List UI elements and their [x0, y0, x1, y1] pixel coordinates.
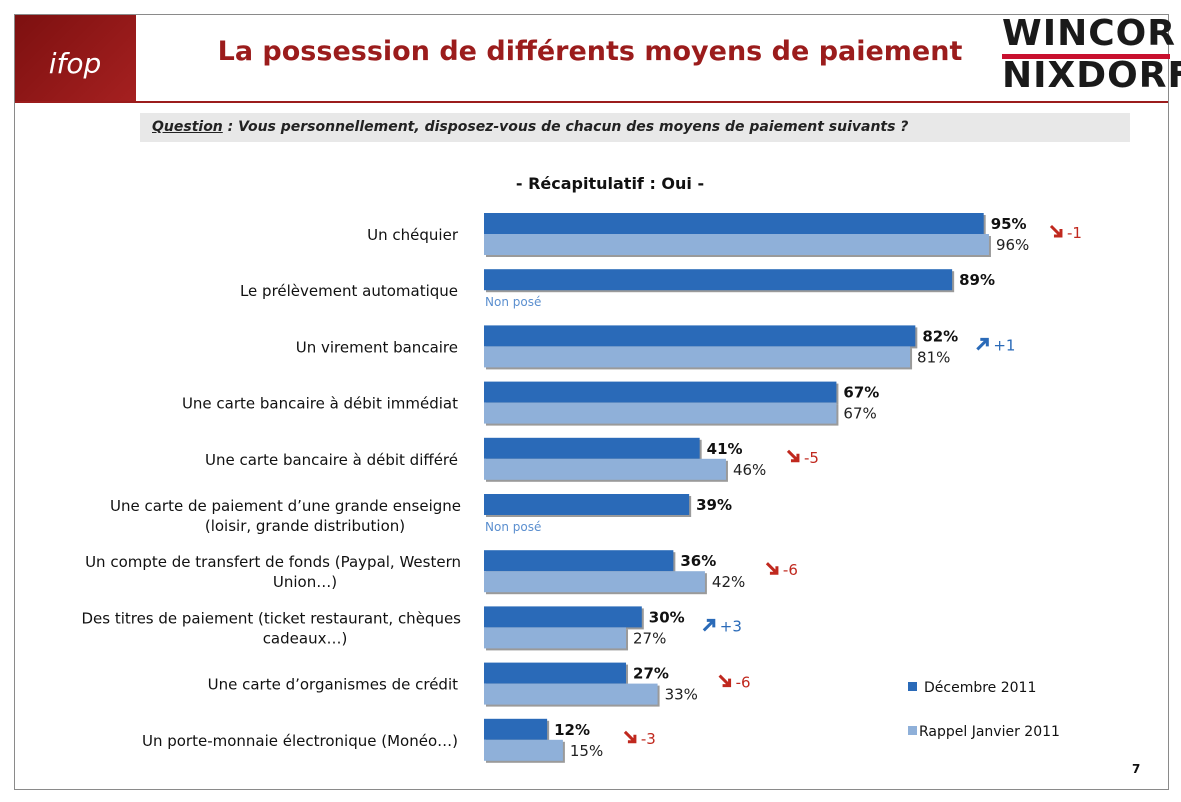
arrow-down-icon [765, 562, 779, 575]
category-label: Un compte de transfert de fonds (Paypal,… [85, 553, 461, 571]
value-label-decembre-2011: 89% [959, 271, 995, 289]
bar-decembre-2011 [484, 662, 627, 684]
category-label: Une carte bancaire à débit différé [205, 451, 458, 469]
logo-line-1: WINCOR [1002, 13, 1176, 54]
ifop-logo-text: ifop [49, 47, 102, 80]
arrow-down-icon [1049, 224, 1063, 238]
change-label: -3 [641, 730, 656, 748]
bar-rappel-janvier-2011 [484, 458, 726, 480]
change-label: -1 [1067, 224, 1082, 242]
bar-rappel-janvier-2011 [484, 739, 563, 761]
question-text: : Vous personnellement, disposez-vous de… [222, 119, 909, 135]
bar-decembre-2011 [484, 718, 548, 740]
page-title: La possession de différents moyens de pa… [217, 36, 963, 67]
bar-decembre-2011 [484, 325, 916, 347]
value-label-rappel-janvier-2011: 33% [665, 686, 698, 704]
category-label: cadeaux…) [263, 629, 348, 647]
bar-rappel-janvier-2011 [484, 402, 837, 424]
page-number: 7 [1132, 762, 1141, 776]
category-label: Une carte de paiement d’une grande ensei… [110, 497, 461, 515]
legend-swatch-rappel-janvier-2011 [908, 726, 917, 735]
bar-decembre-2011 [484, 494, 690, 515]
slide-frame [14, 14, 1169, 790]
value-label-decembre-2011: 41% [707, 440, 743, 458]
value-label-decembre-2011: 12% [554, 721, 590, 739]
arrow-down-icon [718, 674, 732, 688]
logo-red-bar [1002, 54, 1170, 59]
category-label: Le prélèvement automatique [240, 282, 458, 300]
value-label-decembre-2011: 36% [680, 552, 716, 570]
bar-decembre-2011 [484, 550, 674, 572]
not-asked-label: Non posé [485, 295, 541, 309]
category-label: Un chéquier [367, 226, 459, 244]
bar-rappel-janvier-2011 [484, 571, 705, 593]
chart-subtitle: - Récapitulatif : Oui - [515, 174, 705, 193]
not-asked-label: Non posé [485, 520, 541, 534]
category-label: Une carte bancaire à débit immédiat [182, 395, 458, 413]
question-label: Question [152, 119, 223, 135]
value-label-rappel-janvier-2011: 15% [570, 742, 603, 760]
value-label-decembre-2011: 39% [696, 496, 732, 514]
value-label-decembre-2011: 82% [922, 327, 958, 345]
category-label: Des titres de paiement (ticket restauran… [81, 609, 461, 627]
bar-rappel-janvier-2011 [484, 683, 658, 705]
question-box: Question : Vous personnellement, dispose… [140, 113, 1130, 142]
value-label-decembre-2011: 67% [843, 384, 879, 402]
change-label: -5 [804, 449, 819, 467]
arrow-up-icon [976, 337, 989, 351]
value-label-rappel-janvier-2011: 27% [633, 629, 666, 647]
bar-rappel-janvier-2011 [484, 346, 911, 368]
wincor-nixdorf-logo: WINCOR NIXDORF [994, 16, 1181, 98]
bar-rappel-janvier-2011 [484, 234, 989, 255]
value-label-rappel-janvier-2011: 42% [712, 573, 745, 591]
arrow-down-icon [786, 449, 800, 463]
legend-label-rappel-janvier-2011: Rappel Janvier 2011 [919, 724, 1060, 740]
arrow-down-icon [623, 730, 637, 744]
value-label-rappel-janvier-2011: 46% [733, 461, 766, 479]
category-label: Un porte-monnaie électronique (Monéo…) [142, 732, 458, 750]
bar-decembre-2011 [484, 269, 953, 291]
bar-decembre-2011 [484, 213, 984, 234]
change-label: -6 [783, 561, 798, 579]
header-bar [15, 15, 1168, 103]
bar-decembre-2011 [484, 381, 837, 403]
bar-rappel-janvier-2011 [484, 627, 627, 649]
change-label: +1 [993, 336, 1015, 354]
logo-line-2: NIXDORF [1002, 55, 1181, 96]
value-label-decembre-2011: 30% [649, 608, 685, 626]
bar-decembre-2011 [484, 437, 700, 459]
value-label-rappel-janvier-2011: 67% [843, 405, 876, 423]
legend-label-decembre-2011: Décembre 2011 [924, 680, 1036, 696]
category-label: Un virement bancaire [296, 338, 458, 356]
category-label: Union…) [273, 573, 337, 591]
bar-decembre-2011 [484, 606, 642, 628]
change-label: -6 [736, 674, 751, 692]
ifop-logo: ifop [15, 15, 136, 101]
arrow-up-icon [702, 618, 716, 632]
value-label-decembre-2011: 95% [991, 215, 1027, 233]
value-label-decembre-2011: 27% [633, 665, 669, 683]
value-label-rappel-janvier-2011: 96% [996, 236, 1029, 254]
value-label-rappel-janvier-2011: 81% [917, 348, 950, 366]
category-label: (loisir, grande distribution) [205, 517, 405, 535]
category-label: Une carte d’organismes de crédit [208, 676, 458, 694]
legend-swatch-decembre-2011 [908, 682, 917, 691]
change-label: +3 [720, 617, 742, 635]
